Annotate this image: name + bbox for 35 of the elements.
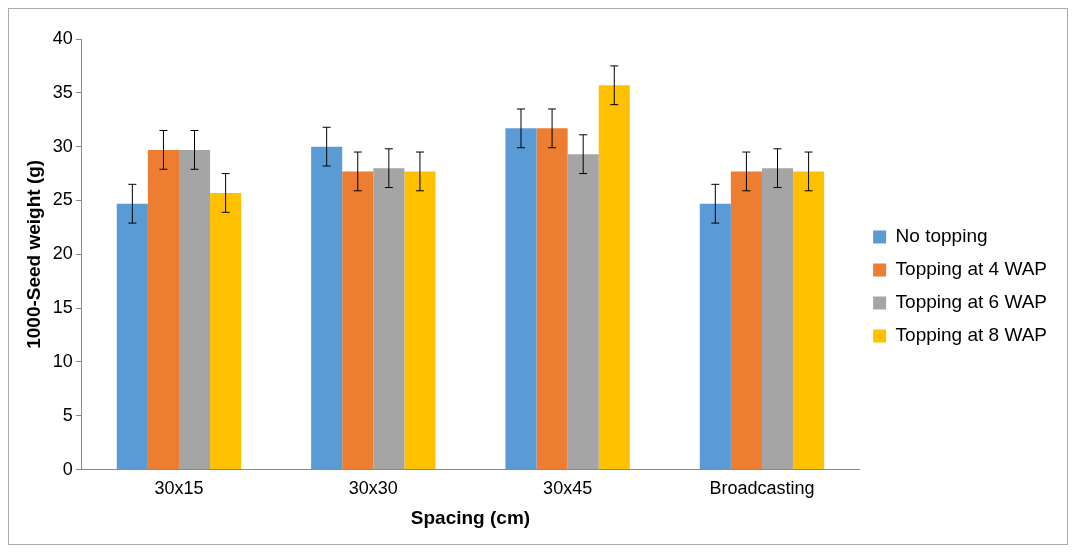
y-tick-label: 40 [52,27,73,48]
bar [761,168,794,470]
y-tick-label: 20 [52,243,73,264]
legend-label: No topping [895,225,988,247]
bar [342,171,374,470]
bar [793,171,825,470]
y-tick-label: 0 [62,458,73,479]
bar [505,128,537,470]
y-tick-label: 5 [62,404,73,425]
bar [210,192,242,470]
y-tick-label: 35 [52,81,73,102]
bar [536,128,568,470]
bar [116,203,148,470]
bar [730,171,762,470]
x-tick-label: 30x45 [543,478,593,499]
x-axis-title: Spacing (cm) [410,506,531,528]
legend-label: Topping at 4 WAP [895,258,1048,280]
y-tick-label: 30 [52,135,73,156]
legend-label: Topping at 8 WAP [895,324,1048,346]
x-tick-label: Broadcasting [709,478,815,499]
bar [311,146,343,470]
x-tick-label: 30x15 [154,478,204,499]
y-tick-label: 25 [52,189,73,210]
bar [373,168,405,470]
y-tick-label: 15 [52,297,73,318]
bar [178,149,211,470]
x-tick-label: 30x30 [348,478,398,499]
legend-label: Topping at 6 WAP [895,291,1048,313]
y-tick-label: 10 [52,350,73,371]
bar [404,171,436,470]
y-axis-title: 1000-Seed weight (g) [22,159,44,349]
bar [699,203,731,470]
bar [147,149,179,470]
bar [567,154,599,470]
bar [598,85,630,470]
